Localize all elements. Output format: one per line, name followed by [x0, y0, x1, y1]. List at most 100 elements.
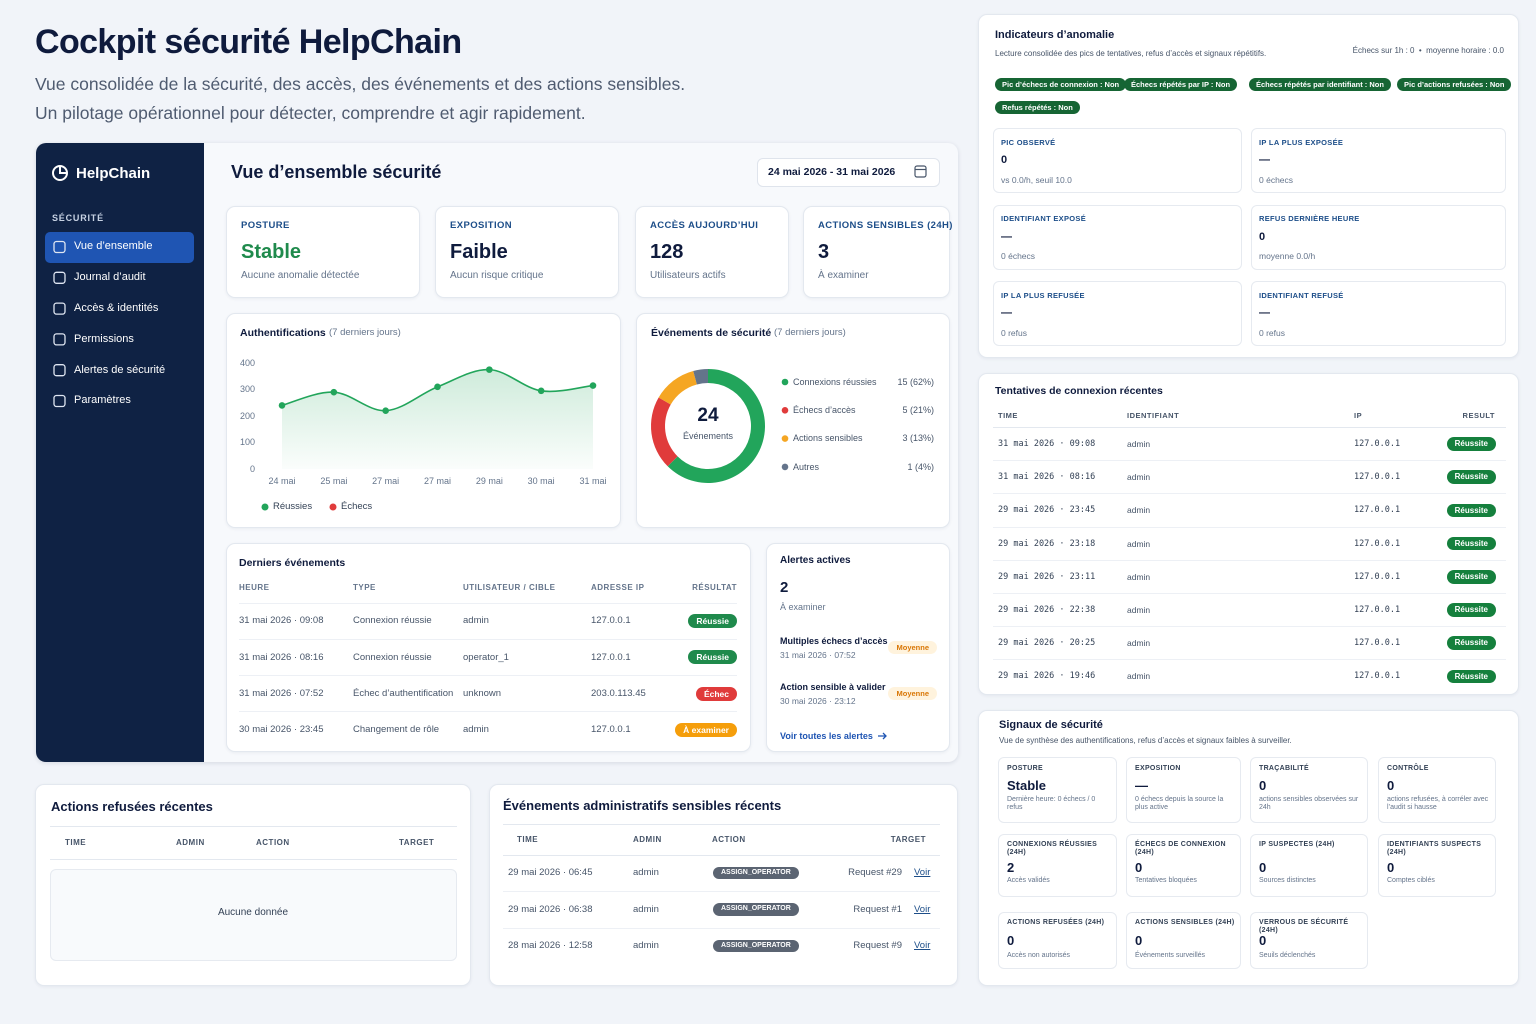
- date-picker[interactable]: [757, 158, 940, 187]
- status-badge: Réussite: [1446, 570, 1496, 584]
- nav-item[interactable]: Permissions: [74, 332, 134, 345]
- card-title: Derniers événements: [239, 556, 346, 569]
- row-divider: [503, 927, 940, 929]
- anomaly-summary: Échecs sur 1h : 0 • moyenne horaire : 0.…: [1352, 46, 1504, 56]
- signal-box: [1126, 757, 1241, 823]
- signal-value: 2: [1007, 860, 1015, 876]
- signal-value: 0: [1259, 860, 1267, 876]
- table-cell: 203.0.113.45: [591, 687, 646, 699]
- table-card: [978, 373, 1519, 695]
- nav-active: [45, 232, 194, 263]
- signal-label: POSTURE: [1007, 764, 1043, 772]
- row-divider: [50, 859, 457, 860]
- signal-note: 0 échecs depuis la source la plus active: [1135, 795, 1224, 812]
- signal-box: [1250, 757, 1368, 823]
- status-badge: Réussite: [1446, 437, 1496, 451]
- nav-item[interactable]: Vue d’ensemble: [74, 240, 153, 253]
- row-link[interactable]: Voir: [914, 940, 931, 952]
- table-cell: Changement de rôle: [353, 724, 440, 736]
- alerts-link[interactable]: Voir toutes les alertes: [780, 730, 873, 741]
- column-header: RESULT: [1462, 410, 1495, 420]
- status-badge: Réussite: [1446, 669, 1496, 684]
- chart-subtitle: (7 derniers jours): [329, 327, 401, 339]
- table-cell: 127.0.0.1: [591, 724, 631, 736]
- status-badge: Échecs répétés par identifiant : Non: [1249, 77, 1391, 91]
- row-link[interactable]: Voir: [914, 903, 931, 915]
- metric-note: 0 échecs: [1259, 174, 1294, 185]
- status-badge: Réussie: [688, 650, 737, 665]
- card-title: Tentatives de connexion récentes: [995, 384, 1163, 397]
- table-cell: admin: [1127, 505, 1151, 516]
- signal-box: [1378, 834, 1496, 897]
- status-badge: Pic d’échecs de connexion : Non: [995, 77, 1127, 91]
- signal-box: [1250, 834, 1368, 897]
- signal-value: 0: [1387, 778, 1395, 794]
- row-divider: [503, 824, 940, 825]
- row-divider: [239, 602, 737, 604]
- y-tick-label: 300: [239, 384, 255, 395]
- kpi-value: Stable: [241, 241, 302, 263]
- metric-note: moyenne 0.0/h: [1259, 251, 1316, 262]
- column-header: ADRESSE IP: [591, 583, 645, 593]
- chart-title: Événements de sécurité: [651, 326, 772, 339]
- nav-item[interactable]: Accès & identités: [74, 302, 159, 314]
- kpi-note: Utilisateurs actifs: [650, 270, 726, 281]
- alert-title: Action sensible à valider: [780, 681, 886, 692]
- signal-label: ACTIONS REFUSÉES (24H): [1007, 918, 1105, 926]
- row-divider: [239, 675, 737, 677]
- table-cell: 127.0.0.1: [1354, 638, 1401, 649]
- row-divider: [993, 626, 1506, 628]
- signal-value: 0: [1135, 860, 1143, 876]
- kpi-card: [226, 206, 420, 298]
- signal-value: 0: [1007, 933, 1015, 949]
- row-divider: [993, 493, 1506, 495]
- nav-item[interactable]: Journal d’audit: [74, 271, 146, 284]
- signal-value: 0: [1135, 933, 1143, 949]
- donut-total-label: Événements: [682, 430, 734, 441]
- alert-time: 30 mai 2026 · 23:12: [780, 695, 856, 706]
- table-cell: 127.0.0.1: [1354, 505, 1401, 516]
- table-cell: 29 mai 2026 · 20:25: [998, 638, 1096, 649]
- metric-box: [993, 204, 1242, 270]
- row-link[interactable]: Voir: [914, 867, 931, 879]
- chart-subtitle: (7 derniers jours): [774, 327, 846, 339]
- row-divider: [239, 638, 737, 640]
- status-badge: À examiner: [675, 722, 737, 737]
- donut-total: 24: [697, 404, 719, 426]
- table-cell: 29 mai 2026 · 19:46: [998, 671, 1096, 682]
- column-header: HEURE: [239, 583, 270, 593]
- page-subtitle: Vue consolidée de la sécurité, des accès…: [35, 73, 686, 94]
- signal-note: Seuils déclenchés: [1259, 951, 1316, 959]
- nav-item[interactable]: Paramètres: [74, 394, 131, 407]
- kpi-value: Faible: [450, 241, 508, 263]
- metric-value: 0: [1001, 154, 1008, 167]
- row-divider: [503, 891, 940, 892]
- kpi-label: POSTURE: [241, 220, 290, 232]
- table-cell: admin: [633, 903, 659, 915]
- kpi-card: [435, 206, 619, 298]
- signal-box: [1378, 757, 1496, 823]
- y-tick-label: 0: [249, 463, 255, 474]
- status-badge: ASSIGN_OPERATOR: [713, 866, 799, 880]
- metric-label: PIC OBSERVÉ: [1001, 137, 1056, 147]
- signal-box: [1126, 834, 1241, 897]
- table-cell: admin: [1127, 604, 1151, 615]
- chart-title: Authentifications: [240, 326, 326, 339]
- table-card: [489, 784, 958, 986]
- status-badge: Moyenne: [888, 640, 937, 654]
- table-cell: Connexion réussie: [353, 651, 432, 663]
- nav-item[interactable]: Alertes de sécurité: [74, 363, 166, 376]
- signal-label: ACTIONS SENSIBLES (24H): [1135, 918, 1235, 926]
- table-cell: unknown: [463, 687, 502, 699]
- status-badge: Moyenne: [888, 686, 937, 700]
- card-subtitle: Lecture consolidée des pics de tentative…: [995, 49, 1267, 59]
- column-header: TIME: [65, 838, 87, 848]
- table-cell: admin: [1127, 438, 1151, 449]
- legend-label: Connexions réussies: [793, 376, 877, 387]
- status-badge: ASSIGN_OPERATOR: [713, 939, 799, 953]
- table-cell: admin: [1127, 571, 1151, 582]
- data-label: 15 (62%): [897, 376, 934, 387]
- table-cell: 127.0.0.1: [1354, 671, 1401, 682]
- status-badge: Réussite: [1446, 636, 1496, 650]
- card-title: Événements administratifs sensibles réce…: [503, 798, 782, 814]
